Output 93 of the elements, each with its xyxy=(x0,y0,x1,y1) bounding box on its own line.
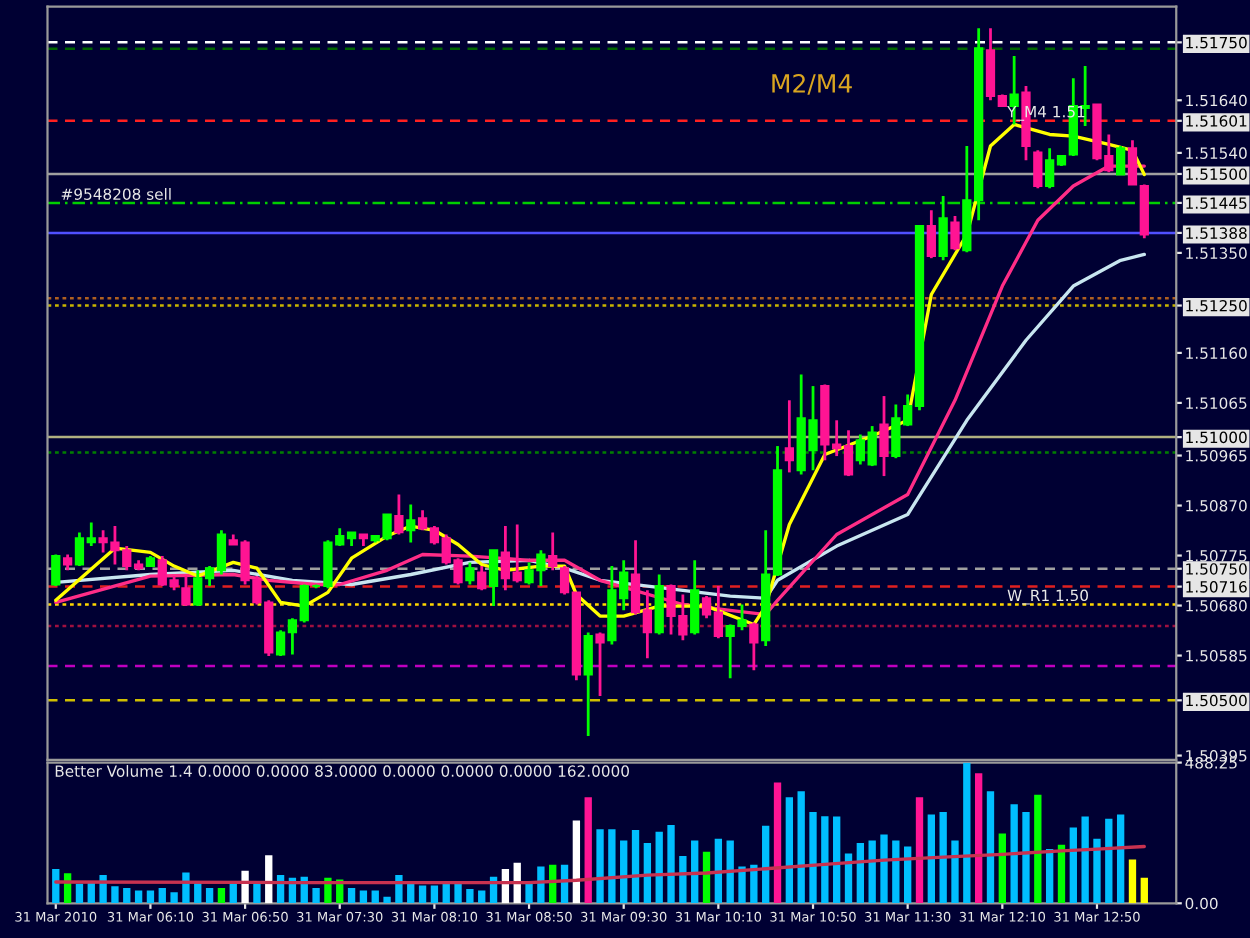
candlestick xyxy=(548,531,558,572)
candlestick xyxy=(879,394,889,478)
bar xyxy=(572,820,581,904)
candlestick xyxy=(654,573,664,636)
candlestick xyxy=(950,214,960,252)
bar xyxy=(75,883,84,904)
bar xyxy=(1034,794,1042,904)
candlestick xyxy=(51,553,61,588)
bar xyxy=(667,824,675,904)
bar xyxy=(312,888,320,904)
candlestick xyxy=(465,561,475,586)
bar xyxy=(773,782,782,904)
bar xyxy=(1128,859,1137,904)
candlestick xyxy=(749,621,759,672)
bar xyxy=(347,888,356,904)
bar xyxy=(466,888,474,904)
bar xyxy=(655,831,663,904)
bar xyxy=(631,830,640,904)
bar xyxy=(620,840,628,904)
candlestick xyxy=(406,503,416,544)
candlestick xyxy=(1033,148,1043,190)
bar xyxy=(868,840,876,904)
candlestick xyxy=(394,493,404,536)
candlestick xyxy=(938,194,948,262)
bar xyxy=(430,885,439,904)
bar xyxy=(1140,877,1148,904)
bar xyxy=(880,834,888,904)
candlestick xyxy=(784,398,794,474)
bar xyxy=(454,881,462,904)
bar xyxy=(1081,816,1089,904)
candlestick xyxy=(488,548,499,608)
bar xyxy=(608,829,616,904)
bar xyxy=(383,896,391,904)
bar xyxy=(915,797,924,904)
bar xyxy=(111,886,119,904)
bar xyxy=(407,883,415,904)
bar xyxy=(986,791,995,904)
bar xyxy=(217,888,226,904)
bar xyxy=(856,843,865,904)
bar xyxy=(844,853,853,904)
candlestick xyxy=(926,208,936,260)
bar xyxy=(750,864,758,904)
bar xyxy=(525,883,533,904)
bar xyxy=(1093,838,1101,904)
bar xyxy=(679,856,687,904)
bar xyxy=(927,814,935,904)
bar xyxy=(951,840,959,904)
candlestick xyxy=(1116,144,1126,176)
bar xyxy=(418,885,427,904)
bar xyxy=(1045,849,1054,904)
bar xyxy=(170,892,178,904)
bar xyxy=(821,816,829,904)
candlestick xyxy=(1127,138,1138,186)
line-series xyxy=(54,844,1146,885)
bar xyxy=(371,890,379,904)
bar xyxy=(596,829,604,904)
bar xyxy=(939,811,947,904)
bar xyxy=(158,888,166,904)
candlestick xyxy=(595,631,605,698)
bar xyxy=(359,890,368,904)
text: M2/M4 xyxy=(772,74,852,95)
candlestick xyxy=(583,631,593,738)
bar xyxy=(1116,814,1125,904)
bar xyxy=(253,881,261,904)
bar xyxy=(241,870,249,904)
bar xyxy=(229,883,237,904)
bar xyxy=(809,811,817,904)
bar xyxy=(726,840,734,904)
bar xyxy=(833,816,841,904)
bar xyxy=(797,791,805,904)
bar xyxy=(738,866,746,904)
bar xyxy=(1022,811,1030,904)
bar xyxy=(182,872,190,904)
bar xyxy=(963,762,971,904)
bar xyxy=(1069,827,1077,904)
bar xyxy=(478,890,486,904)
bar xyxy=(146,890,155,904)
bar xyxy=(1105,818,1113,904)
bar xyxy=(892,840,900,904)
bar xyxy=(785,797,794,904)
bar xyxy=(123,888,131,904)
bar xyxy=(691,840,699,904)
bar xyxy=(998,833,1006,904)
bar xyxy=(442,883,450,904)
bar xyxy=(584,797,592,904)
bar xyxy=(762,825,770,904)
bar xyxy=(1010,804,1018,904)
bar xyxy=(205,888,214,904)
bar xyxy=(134,890,143,904)
candlestick xyxy=(477,564,487,592)
candlestick xyxy=(690,558,700,636)
candlestick xyxy=(181,574,191,608)
bar xyxy=(974,773,983,904)
